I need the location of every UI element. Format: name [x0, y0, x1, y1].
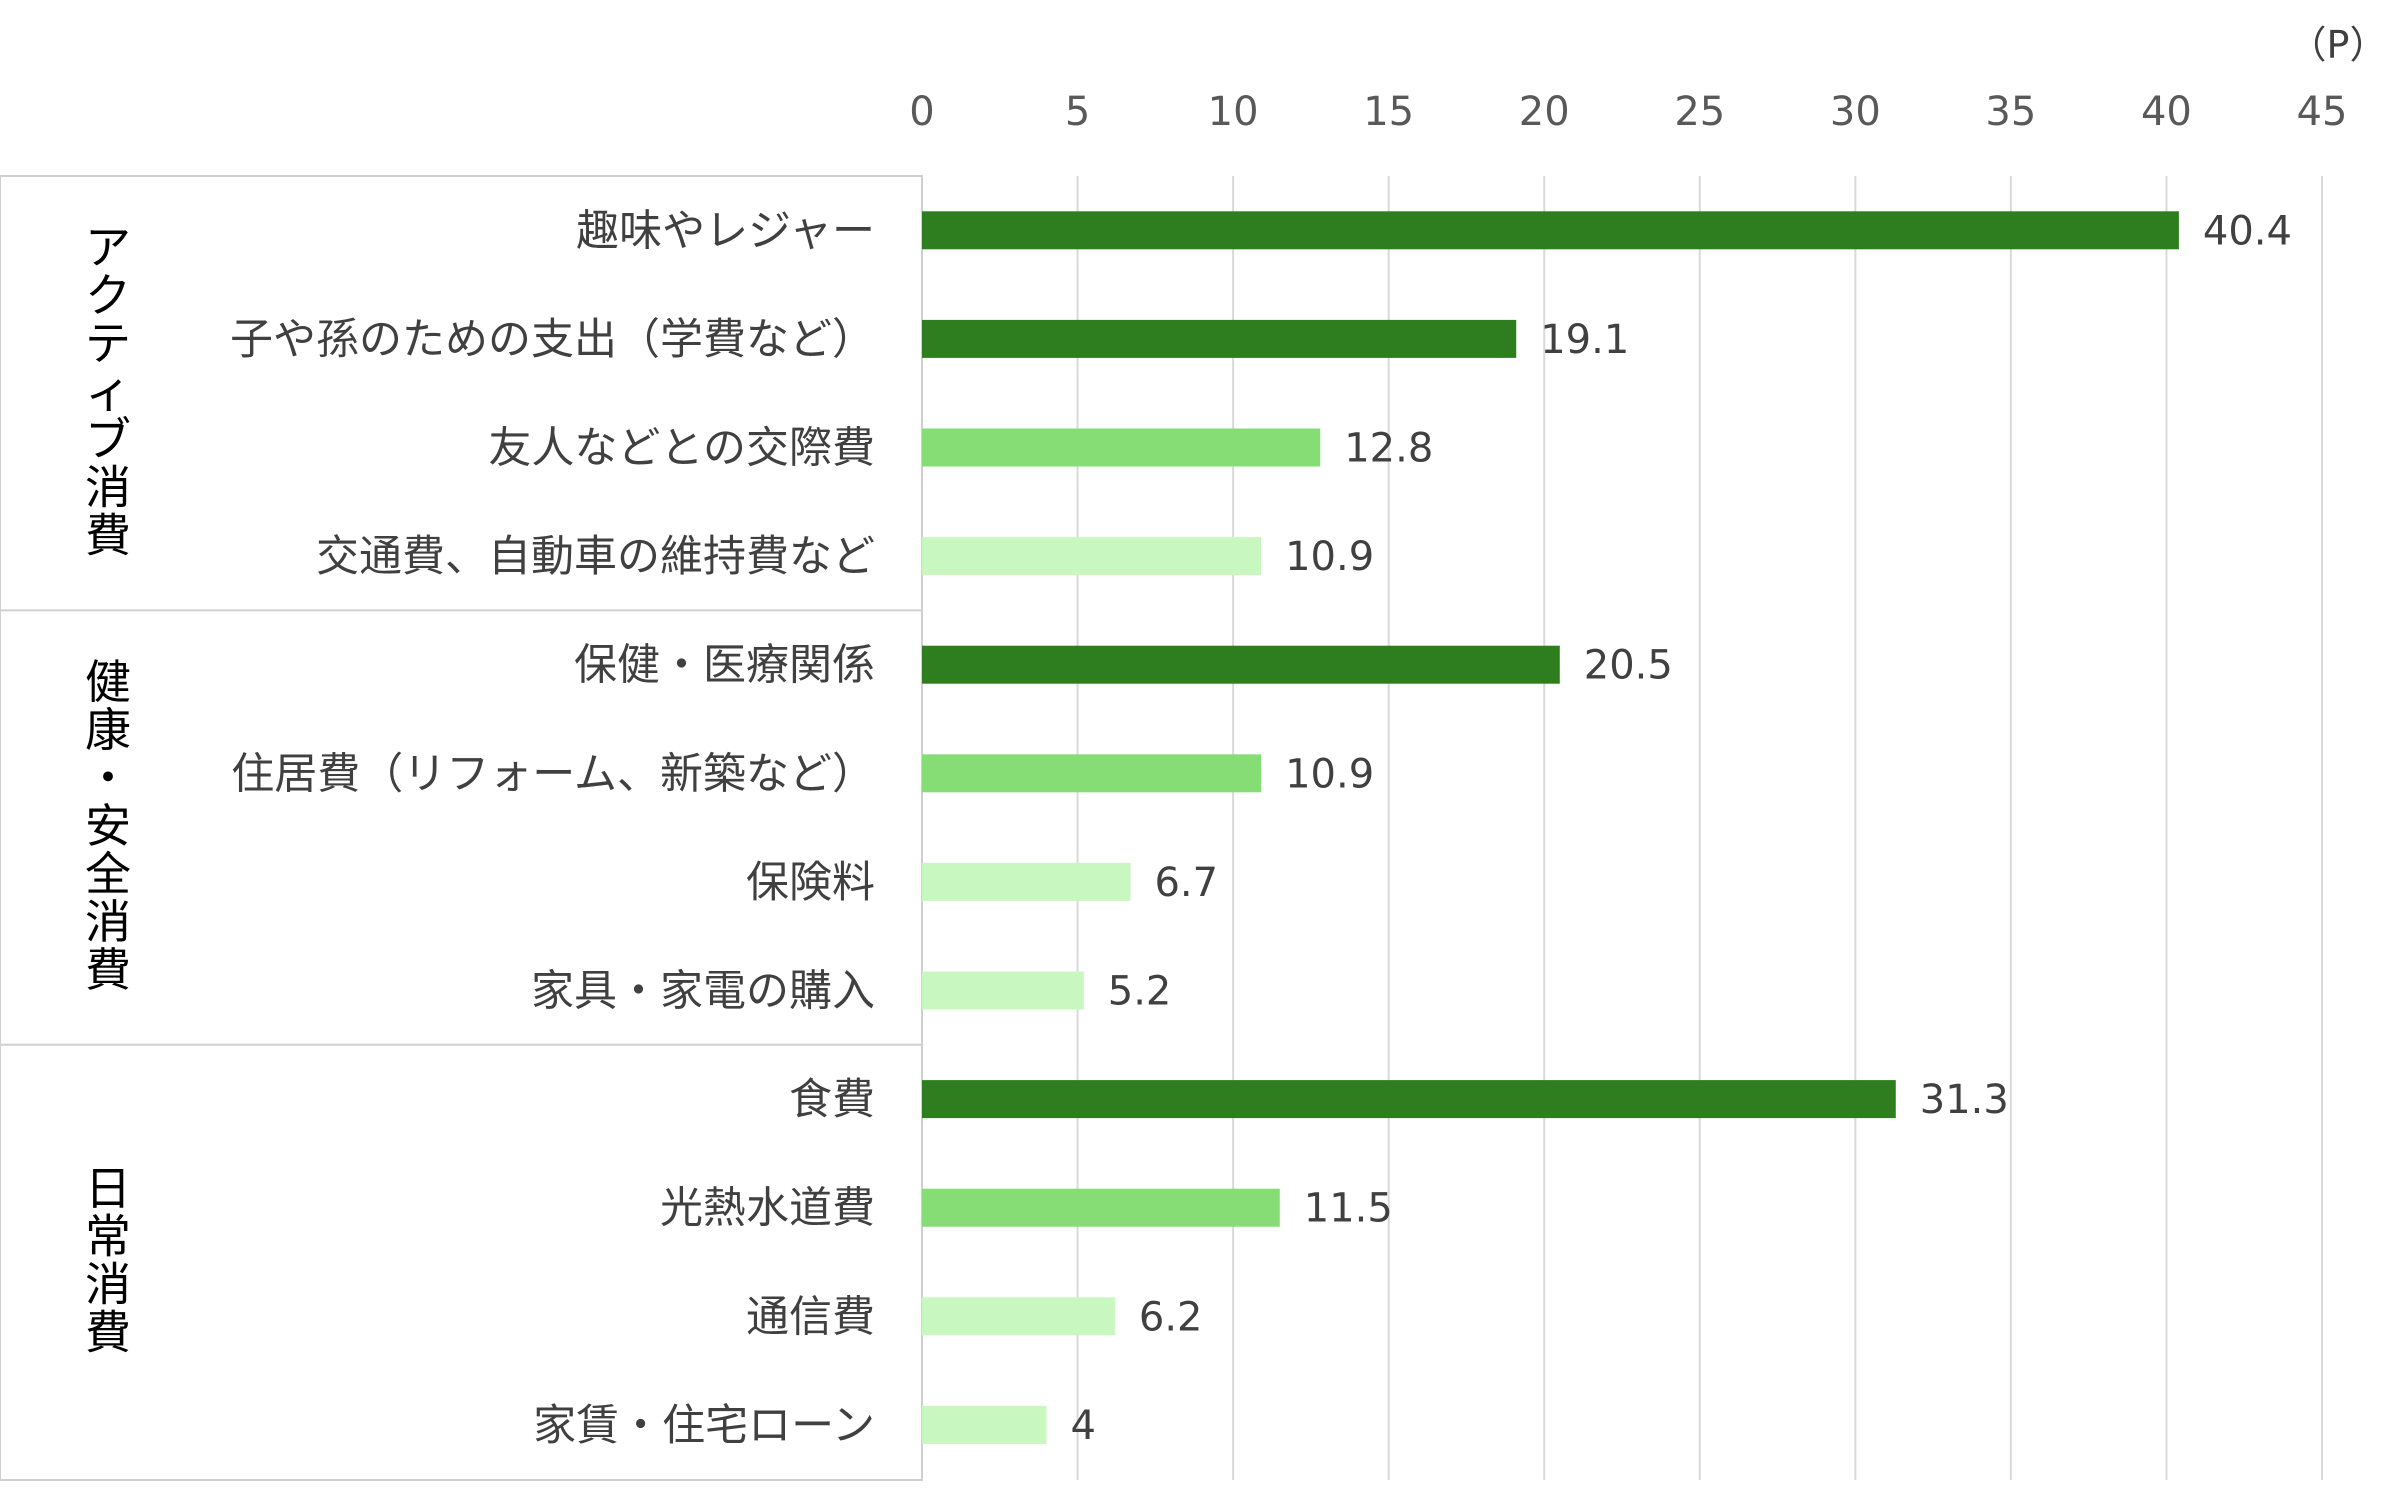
- data-label: 6.7: [1154, 860, 1218, 906]
- group-label: アクティブ消費: [85, 221, 131, 563]
- x-tick-label: 15: [1363, 89, 1414, 135]
- bar: [922, 319, 1517, 358]
- category-frame: [0, 175, 923, 1481]
- bar: [922, 971, 1084, 1010]
- data-label: 40.4: [2203, 208, 2292, 254]
- x-tick-label: 45: [2297, 89, 2348, 135]
- group-label: 日常消費: [85, 1161, 131, 1359]
- bar: [922, 754, 1262, 793]
- x-tick-label: 25: [1674, 89, 1725, 135]
- x-tick-label: 30: [1830, 89, 1881, 135]
- category-label: 家具・家電の購入: [531, 967, 875, 1017]
- bar: [922, 428, 1321, 467]
- x-tick-label: 35: [1985, 89, 2036, 135]
- category-label: 友人などとの交際費: [488, 424, 875, 474]
- category-label: 交通費、自動車の維持費など: [316, 532, 875, 582]
- bar: [922, 1080, 1896, 1119]
- category-label: 光熱水道費: [660, 1184, 875, 1234]
- bar: [922, 537, 1262, 576]
- x-tick-label: 0: [909, 89, 934, 135]
- category-label: 通信費: [746, 1292, 875, 1342]
- data-label: 4: [1070, 1403, 1095, 1449]
- category-label: 保健・医療関係: [574, 641, 875, 691]
- x-tick-label: 10: [1208, 89, 1259, 135]
- data-label: 5.2: [1108, 969, 1172, 1015]
- x-tick-label: 5: [1065, 89, 1090, 135]
- bar: [922, 862, 1131, 901]
- bar: [922, 211, 2179, 250]
- x-tick-label: 40: [2141, 89, 2192, 135]
- bar: [922, 1188, 1280, 1227]
- group-label: 健康・安全消費: [85, 655, 131, 997]
- data-label: 12.8: [1344, 426, 1433, 472]
- category-label: 子や孫のための支出（学費など）: [230, 315, 875, 365]
- category-label: 趣味やレジャー: [576, 206, 875, 256]
- data-label: 20.5: [1584, 643, 1673, 689]
- data-label: 11.5: [1304, 1186, 1393, 1232]
- data-label: 19.1: [1540, 317, 1629, 363]
- category-label: 保険料: [746, 858, 875, 908]
- x-tick-label: 20: [1519, 89, 1570, 135]
- category-label: 住居費（リフォーム、新築など）: [231, 749, 875, 799]
- category-label: 家賃・住宅ローン: [533, 1401, 875, 1451]
- data-label: 6.2: [1139, 1294, 1203, 1340]
- category-label: 食費: [789, 1075, 875, 1125]
- bar: [922, 1405, 1047, 1444]
- bar: [922, 1297, 1115, 1336]
- data-label: 10.9: [1285, 751, 1374, 797]
- bar: [922, 645, 1560, 684]
- data-label: 10.9: [1285, 534, 1374, 580]
- unit-label: （P）: [2289, 23, 2388, 67]
- data-label: 31.3: [1920, 1077, 2009, 1123]
